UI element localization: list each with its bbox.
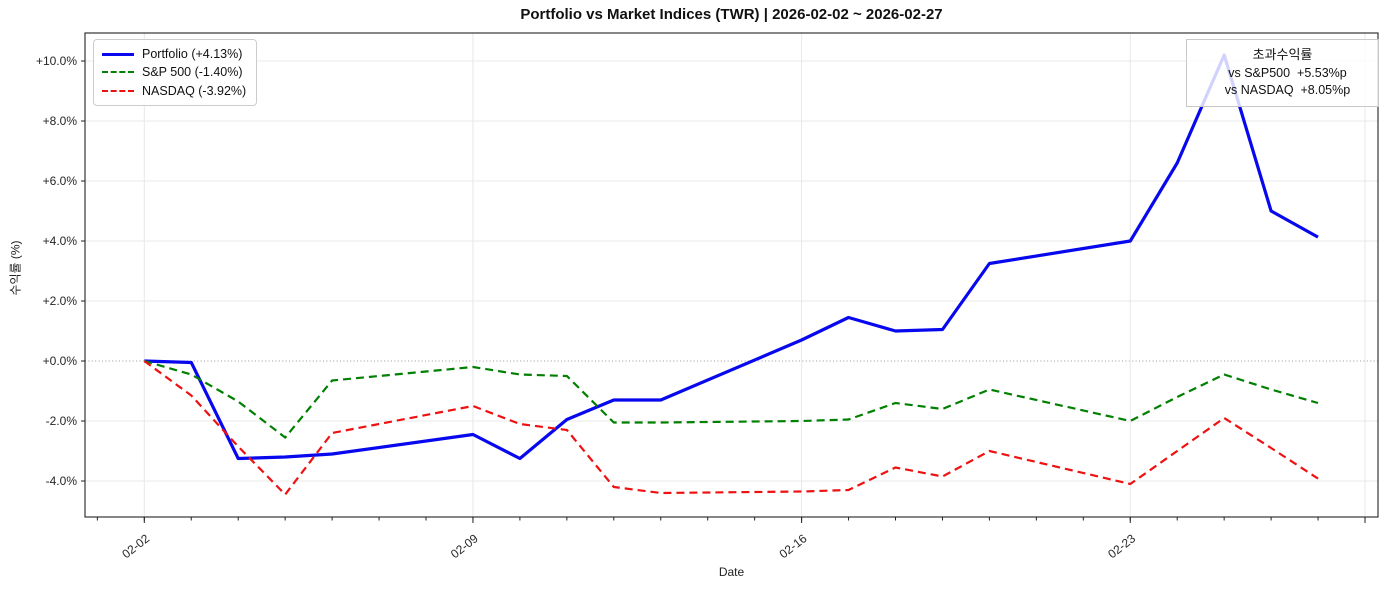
nasdaq-line (143, 360, 1319, 496)
y-tick-label: +0.0% (43, 354, 78, 368)
y-axis-label: 수익률 (%) (8, 240, 23, 296)
x-tick-label: 02-16 (777, 531, 810, 561)
legend-label-sp500: S&P 500 (-1.40%) (142, 65, 243, 80)
nasdaq-line-sample (102, 89, 134, 92)
excess-return-title: 초과수익률 (1252, 47, 1313, 62)
excess-vs-sp500: vs S&P500 +5.53%p (1228, 66, 1347, 80)
portfolio-line (144, 53, 1319, 461)
sp500-line-sample (102, 71, 134, 74)
y-tick-label: +2.0% (43, 294, 78, 308)
legend-item-portfolio: Portfolio (+4.13%) (102, 45, 248, 63)
chart-title: Portfolio vs Market Indices (TWR) | 2026… (520, 6, 943, 23)
y-tick-label: +4.0% (43, 234, 78, 248)
y-tick-label: -4.0% (46, 474, 78, 488)
plot-border (84, 32, 1379, 518)
legend-label-nasdaq: NASDAQ (-3.92%) (142, 83, 247, 98)
excess-return-annotation: 초과수익률 vs S&P500 +5.53%p vs NASDAQ +8.05%… (1186, 39, 1379, 107)
legend-label-portfolio: Portfolio (+4.13%) (142, 47, 243, 62)
x-tick-label: 02-23 (1105, 531, 1138, 561)
portfolio-line-sample (102, 52, 134, 56)
legend-item-sp500: S&P 500 (-1.40%) (102, 63, 248, 81)
x-tick-label: 02-09 (448, 531, 481, 561)
chart-legend: Portfolio (+4.13%) S&P 500 (-1.40%) NASD… (93, 39, 257, 106)
y-tick-label: +6.0% (43, 174, 78, 188)
y-tick-label: +8.0% (43, 114, 78, 128)
excess-vs-nasdaq: vs NASDAQ +8.05%p (1224, 83, 1351, 97)
legend-item-nasdaq: NASDAQ (-3.92%) (102, 82, 248, 100)
x-tick-label: 02-02 (119, 531, 152, 561)
y-tick-label: -2.0% (46, 414, 78, 428)
sp500-line (143, 359, 1319, 439)
y-tick-label: +10.0% (36, 54, 77, 68)
x-axis-label: Date (718, 565, 745, 579)
